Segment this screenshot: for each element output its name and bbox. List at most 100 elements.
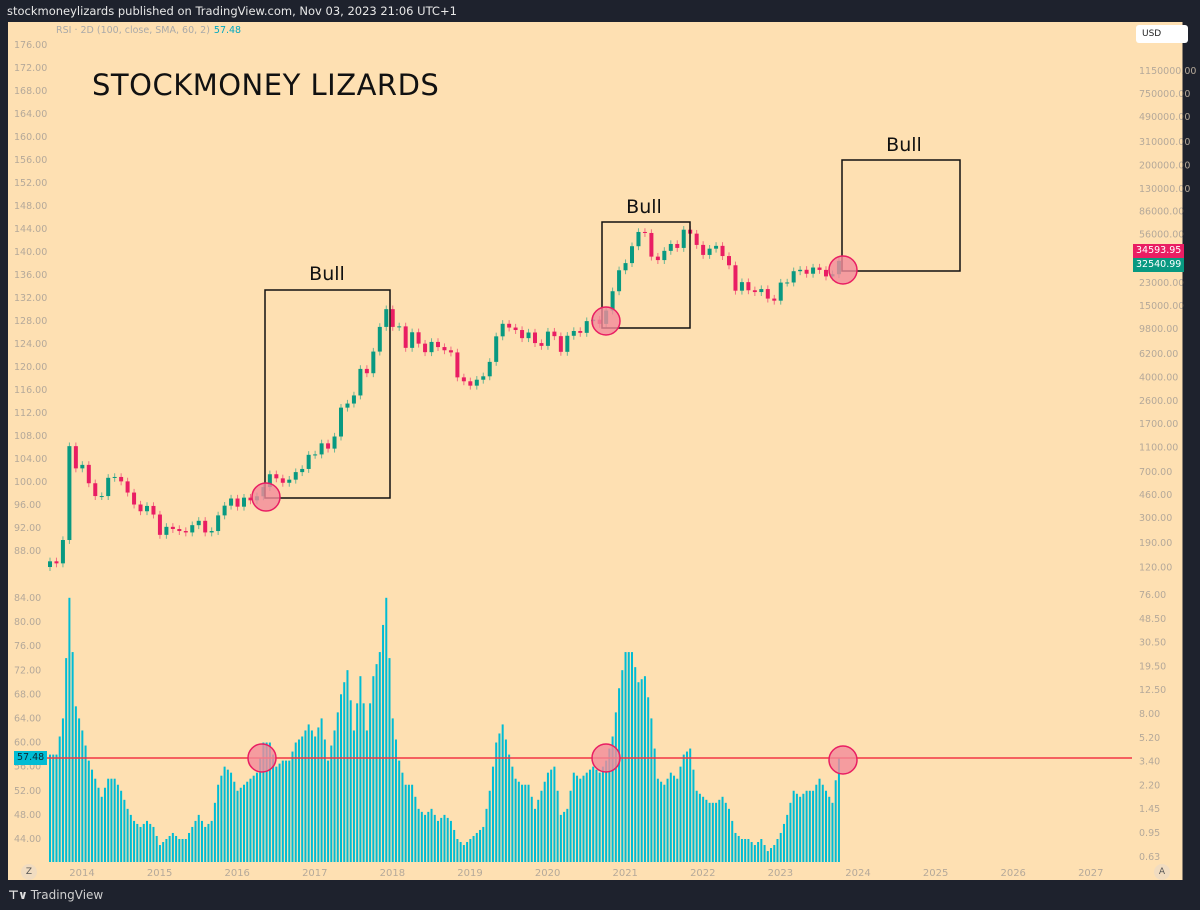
histogram-bar xyxy=(200,820,203,862)
candle-body xyxy=(67,446,72,541)
time-axis-tick: 2017 xyxy=(302,868,327,879)
histogram-bar xyxy=(524,784,527,862)
histogram-bar xyxy=(676,778,679,862)
currency-button[interactable]: USD xyxy=(1136,25,1188,43)
histogram-bar xyxy=(708,802,711,862)
candle-body xyxy=(714,245,719,249)
histogram-bar xyxy=(71,652,74,862)
left-axis-tick: 76.00 xyxy=(14,641,41,652)
histogram-bar xyxy=(792,790,795,862)
histogram-bar xyxy=(210,820,213,862)
histogram-bar xyxy=(595,769,598,862)
candle-body xyxy=(216,515,221,532)
candle-body xyxy=(694,233,699,245)
histogram-bar xyxy=(475,832,478,862)
candle-body xyxy=(339,407,343,437)
bull-box-2020[interactable] xyxy=(601,221,691,329)
histogram-bar xyxy=(543,781,546,862)
histogram-bar xyxy=(608,748,611,862)
histogram-bar xyxy=(579,778,582,862)
histogram-bar xyxy=(711,802,714,862)
left-axis-tick: 84.00 xyxy=(14,593,41,604)
left-axis-tick: 144.00 xyxy=(14,224,47,235)
histogram-bar xyxy=(81,730,84,862)
histogram-bar xyxy=(643,676,646,862)
left-axis-tick: 96.00 xyxy=(14,500,41,511)
bull-box-2016[interactable] xyxy=(264,289,391,499)
histogram-bar xyxy=(223,766,226,862)
candle-body xyxy=(578,330,583,333)
candle-body xyxy=(287,479,292,483)
time-axis-tick: 2020 xyxy=(535,868,560,879)
histogram-bar xyxy=(734,832,737,862)
histogram-bar xyxy=(323,739,326,862)
histogram-bar xyxy=(87,760,90,862)
right-axis-tick: 15000.00 xyxy=(1139,301,1184,312)
candle-body xyxy=(410,332,415,348)
histogram-bar xyxy=(795,793,798,862)
candle-body xyxy=(345,403,350,408)
candle-body xyxy=(54,561,59,564)
time-axis-tick: 2021 xyxy=(612,868,637,879)
candle-body xyxy=(371,351,376,374)
left-axis-tick: 48.00 xyxy=(14,810,41,821)
histogram-bar xyxy=(621,670,624,862)
histogram-bar xyxy=(304,730,307,862)
histogram-bar xyxy=(437,820,439,862)
candle-body xyxy=(552,331,557,337)
histogram-bar xyxy=(430,808,433,862)
histogram-bar xyxy=(278,763,281,862)
candle-body xyxy=(558,336,563,352)
histogram-bar xyxy=(624,652,627,862)
candle-body xyxy=(106,477,111,497)
histogram-bar xyxy=(805,790,808,862)
histogram-bar xyxy=(217,784,220,862)
histogram-bar xyxy=(585,772,588,862)
candle-body xyxy=(80,464,85,469)
histogram-bar xyxy=(320,718,323,862)
footer-brand[interactable]: TradingView xyxy=(30,888,104,902)
histogram-bar xyxy=(136,823,139,862)
histogram-bar xyxy=(401,772,404,862)
zoom-reset-button[interactable]: Z xyxy=(21,864,37,880)
candle-body xyxy=(397,326,402,328)
bull-box-2024[interactable] xyxy=(841,159,961,272)
candle-body xyxy=(242,497,246,507)
histogram-bar xyxy=(103,787,106,862)
candle-body xyxy=(617,270,622,292)
left-axis-tick: 112.00 xyxy=(14,408,47,419)
histogram-bar xyxy=(776,839,779,862)
histogram-bar xyxy=(656,778,659,862)
histogram-bar xyxy=(236,790,239,862)
histogram-bar xyxy=(155,835,158,862)
histogram-bar xyxy=(301,736,304,862)
candle-body xyxy=(60,540,65,564)
histogram-bar xyxy=(123,799,126,862)
auto-scale-button[interactable]: A xyxy=(1154,864,1170,880)
histogram-bar xyxy=(297,739,300,862)
indicator-legend[interactable]: RSI · 2D (100, close, SMA, 60, 2) 57.48 xyxy=(56,25,241,36)
histogram-bar xyxy=(495,742,498,862)
histogram-bar xyxy=(181,839,184,862)
histogram-bar xyxy=(491,766,494,862)
candle-series xyxy=(48,226,841,571)
histogram-bar xyxy=(330,745,333,862)
histogram-bar xyxy=(333,730,336,862)
candle-body xyxy=(267,474,272,488)
candle-body xyxy=(610,291,615,311)
candle-body xyxy=(500,323,505,337)
candle-body xyxy=(183,531,188,533)
candle-body xyxy=(681,229,686,248)
histogram-bar xyxy=(782,823,785,862)
candle-body xyxy=(248,497,253,501)
histogram-bar xyxy=(188,832,191,862)
histogram-bar xyxy=(359,676,362,862)
histogram-bar xyxy=(407,784,410,862)
histogram-bar xyxy=(129,814,132,862)
histogram-bar xyxy=(226,769,229,862)
indicator-value: 57.48 xyxy=(213,25,242,36)
chart-pane[interactable] xyxy=(8,22,1183,880)
histogram-bar xyxy=(750,842,753,862)
histogram-bar xyxy=(133,820,136,862)
